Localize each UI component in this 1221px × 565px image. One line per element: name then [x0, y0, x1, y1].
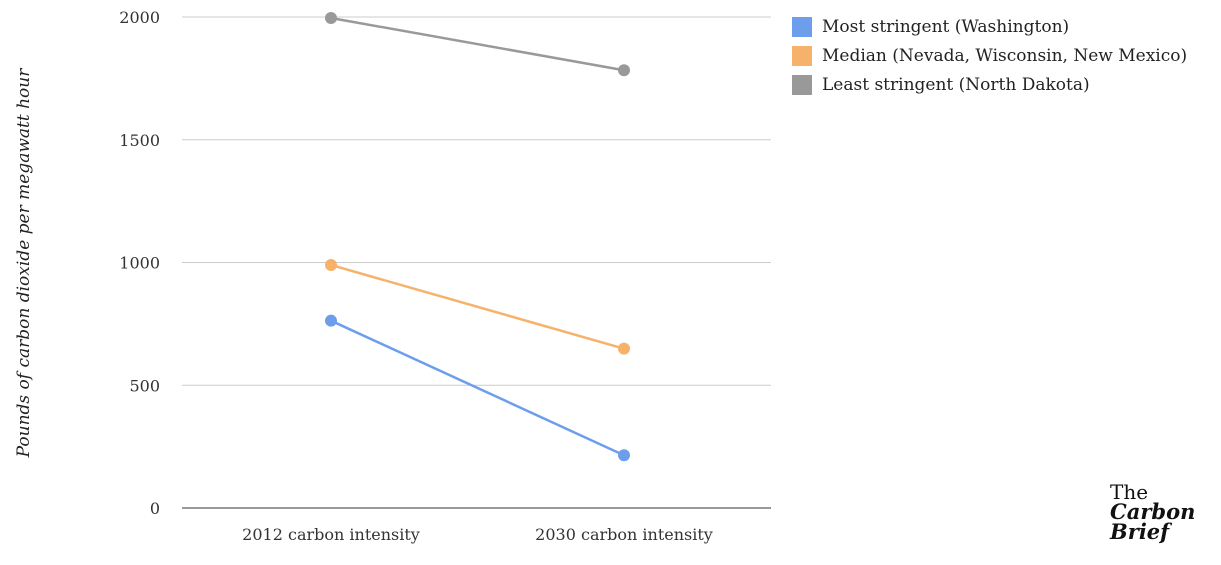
series-1 [325, 314, 630, 462]
gridlines [182, 16, 771, 509]
data-point-1-2 [618, 449, 630, 462]
logo-brief: Brief [1110, 519, 1170, 544]
carbon-brief-logo: The Carbon Brief [1110, 482, 1195, 542]
data-point-3-2 [618, 64, 630, 77]
legend-swatch-least-stringent [792, 74, 812, 95]
series-2 [325, 258, 630, 355]
y-axis-ticks: 0 500 1000 1500 2000 [119, 8, 160, 518]
legend-item-most-stringent: Most stringent (Washington) [792, 12, 1187, 41]
legend-label-median: Median (Nevada, Wisconsin, New Mexico) [822, 45, 1188, 66]
x-axis-ticks: 2012 carbon intensity 2030 carbon intensi… [242, 525, 713, 544]
legend: Most stringent (Washington) Median (Neva… [792, 12, 1187, 99]
series-line-2 [330, 263, 625, 350]
x-tick-label-1: 2012 carbon intensity [242, 525, 420, 544]
data-point-1-1 [325, 314, 337, 327]
y-axis-label: Pounds of carbon dioxide per megawatt ho… [14, 68, 34, 459]
data-point-2-2 [618, 342, 630, 355]
series-3 [325, 11, 630, 77]
legend-swatch-most-stringent [792, 16, 812, 37]
legend-swatch-median [792, 45, 812, 66]
legend-item-least-stringent: Least stringent (North Dakota) [792, 70, 1187, 99]
logo-carbon: Carbon [1110, 499, 1196, 524]
data-point-2-1 [325, 258, 337, 271]
legend-label-most-stringent: Most stringent (Washington) [822, 16, 1070, 37]
y-tick-label-1000: 1000 [119, 254, 160, 273]
y-tick-label-0: 0 [150, 499, 160, 518]
y-tick-label-1500: 1500 [119, 131, 160, 150]
legend-item-median: Median (Nevada, Wisconsin, New Mexico) [792, 41, 1187, 70]
legend-label-least-stringent: Least stringent (North Dakota) [822, 74, 1090, 95]
series-lines [325, 11, 630, 462]
data-point-3-1 [325, 11, 337, 24]
y-tick-label-2000: 2000 [119, 8, 160, 27]
logo-the: The [1110, 480, 1149, 504]
series-line-1 [330, 319, 625, 457]
x-tick-label-2: 2030 carbon intensity [535, 525, 713, 544]
y-tick-label-500: 500 [129, 376, 160, 395]
series-line-3 [330, 16, 625, 72]
